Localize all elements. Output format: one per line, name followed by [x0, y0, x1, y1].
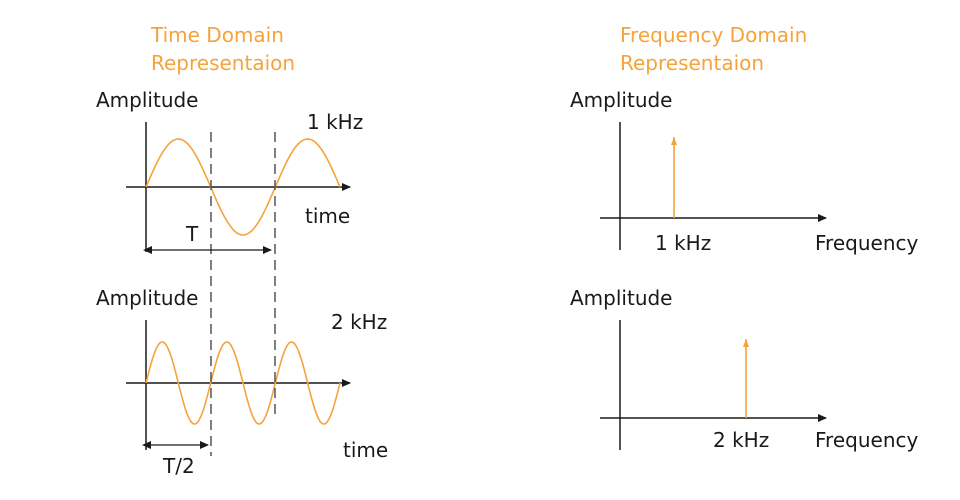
- freq-bottom-xlabel: Frequency: [815, 428, 919, 452]
- time-top-wave: [145, 138, 341, 236]
- frequency-domain-title-line1: Frequency Domain: [620, 23, 808, 47]
- freq-top-tick-label: 1 kHz: [655, 231, 712, 255]
- freq-top-xlabel: Frequency: [815, 231, 919, 255]
- time-top-freq-label: 1 kHz: [307, 110, 364, 134]
- freq-bottom-tick-label: 2 kHz: [713, 428, 770, 452]
- time-bottom-period-label: T/2: [163, 454, 195, 478]
- time-domain-title-line2: Representaion: [151, 51, 296, 75]
- frequency-domain-title-line2: Representaion: [620, 51, 765, 75]
- time-bottom-freq-label: 2 kHz: [331, 310, 388, 334]
- freq-bottom-ylabel: Amplitude: [570, 286, 673, 310]
- time-top-ylabel: Amplitude: [96, 88, 199, 112]
- time-bottom-xlabel: time: [343, 438, 389, 462]
- time-bottom-ylabel: Amplitude: [96, 286, 199, 310]
- time-top-xlabel: time: [305, 204, 351, 228]
- freq-top-ylabel: Amplitude: [570, 88, 673, 112]
- time-domain-title-line1: Time Domain: [151, 23, 284, 47]
- time-top-period-label: T: [186, 222, 199, 246]
- time-bottom-wave: [145, 341, 341, 425]
